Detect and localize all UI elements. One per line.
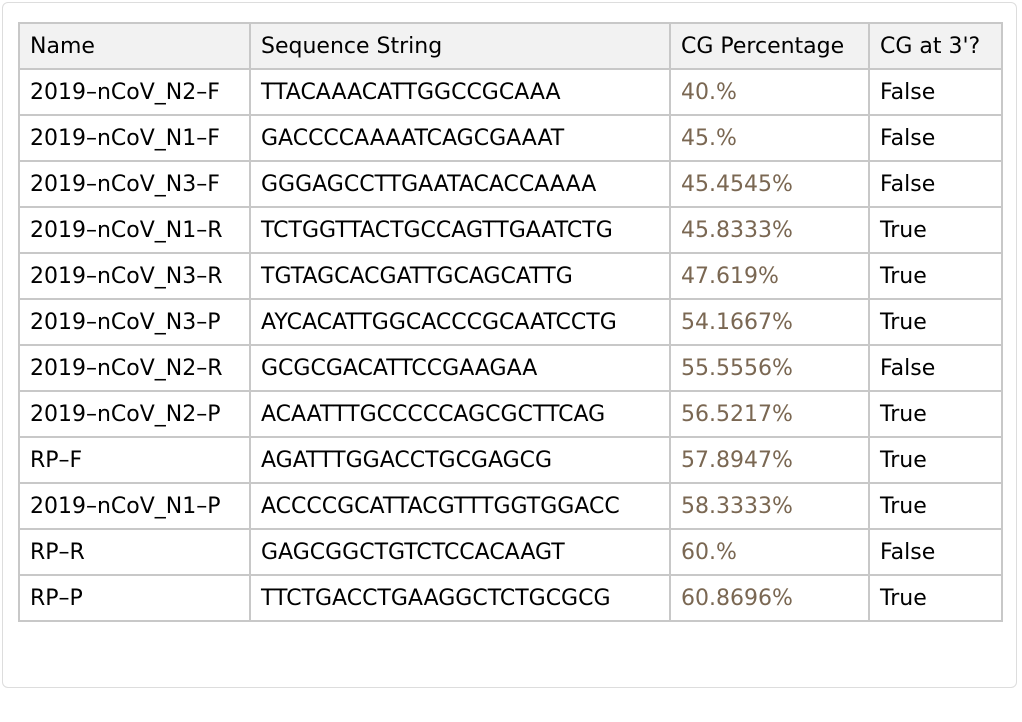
table-cell: GGGAGCCTTGAATACACCAAAA xyxy=(249,160,671,208)
table-cell: 54.1667% xyxy=(669,298,870,346)
table-cell: TTCTGACCTGAAGGCTCTGCGCG xyxy=(249,574,671,622)
table-cell: False xyxy=(868,114,1003,162)
table-cell: 45.% xyxy=(669,114,870,162)
table-cell: False xyxy=(868,528,1003,576)
table-cell: 2019–nCoV_N1–P xyxy=(18,482,251,530)
header-row: Name Sequence String CG Percentage CG at 3'… xyxy=(18,22,1003,70)
table-row: 2019–nCoV_N2–P ACAATTTGCCCCCAGCGCTTCAG 56.… xyxy=(18,390,1003,438)
table-cell: TTACAAACATTGGCCGCAAA xyxy=(249,68,671,116)
table-row: 2019–nCoV_N1–F GACCCCAAAATCAGCGAAAT 45.% Fa… xyxy=(18,114,1003,162)
header-cell: Sequence String xyxy=(249,22,671,70)
table-cell: TGTAGCACGATTGCAGCATTG xyxy=(249,252,671,300)
table-cell: True xyxy=(868,574,1003,622)
table-cell: 2019–nCoV_N2–R xyxy=(18,344,251,392)
table-cell: 2019–nCoV_N3–F xyxy=(18,160,251,208)
table-cell: 45.8333% xyxy=(669,206,870,254)
table-cell: 45.4545% xyxy=(669,160,870,208)
table-cell: True xyxy=(868,252,1003,300)
table-row: 2019–nCoV_N3–R TGTAGCACGATTGCAGCATTG 47.61… xyxy=(18,252,1003,300)
table-cell: 2019–nCoV_N1–R xyxy=(18,206,251,254)
table-cell: True xyxy=(868,206,1003,254)
table-body: 2019–nCoV_N2–F TTACAAACATTGGCCGCAAA 40.% Fa… xyxy=(18,68,1003,622)
table-row: RP–F AGATTTGGACCTGCGAGCG 57.8947% True xyxy=(18,436,1003,484)
table-cell: AYCACATTGGCACCCGCAATCCTG xyxy=(249,298,671,346)
table-cell: 60.8696% xyxy=(669,574,870,622)
table-row: 2019–nCoV_N3–P AYCACATTGGCACCCGCAATCCTG 54… xyxy=(18,298,1003,346)
table-cell: 40.% xyxy=(669,68,870,116)
table-cell: GCGCGACATTCCGAAGAA xyxy=(249,344,671,392)
table-cell: 2019–nCoV_N1–F xyxy=(18,114,251,162)
table-cell: 56.5217% xyxy=(669,390,870,438)
table-cell: 2019–nCoV_N2–F xyxy=(18,68,251,116)
frame xyxy=(2,2,1017,688)
table-cell: 2019–nCoV_N2–P xyxy=(18,390,251,438)
table-row: 2019–nCoV_N1–R TCTGGTTACTGCCAGTTGAATCTG 45… xyxy=(18,206,1003,254)
table-cell: False xyxy=(868,160,1003,208)
table: Name Sequence String CG Percentage CG at 3'… xyxy=(18,22,1003,622)
table-cell: 58.3333% xyxy=(669,482,870,530)
table-cell: 47.619% xyxy=(669,252,870,300)
table-cell: GAGCGGCTGTCTCCACAAGT xyxy=(249,528,671,576)
table-cell: 57.8947% xyxy=(669,436,870,484)
table-row: 2019–nCoV_N1–P ACCCCGCATTACGTTTGGTGGACC 58… xyxy=(18,482,1003,530)
table-cell: 55.5556% xyxy=(669,344,870,392)
table-cell: 60.% xyxy=(669,528,870,576)
table-cell: RP–P xyxy=(18,574,251,622)
table-cell: True xyxy=(868,436,1003,484)
table-cell: False xyxy=(868,68,1003,116)
table-cell: RP–F xyxy=(18,436,251,484)
header-cell: CG Percentage xyxy=(669,22,870,70)
table-row: RP–P TTCTGACCTGAAGGCTCTGCGCG 60.8696% True xyxy=(18,574,1003,622)
table-row: 2019–nCoV_N2–R GCGCGACATTCCGAAGAA 55.5556%… xyxy=(18,344,1003,392)
table-cell: GACCCCAAAATCAGCGAAAT xyxy=(249,114,671,162)
table-cell: True xyxy=(868,390,1003,438)
table-row: RP–R GAGCGGCTGTCTCCACAAGT 60.% False xyxy=(18,528,1003,576)
table-cell: RP–R xyxy=(18,528,251,576)
table-cell: TCTGGTTACTGCCAGTTGAATCTG xyxy=(249,206,671,254)
header-cell: CG at 3'? xyxy=(868,22,1003,70)
table-cell: 2019–nCoV_N3–R xyxy=(18,252,251,300)
table-row: 2019–nCoV_N3–F GGGAGCCTTGAATACACCAAAA 45.4… xyxy=(18,160,1003,208)
table-cell: AGATTTGGACCTGCGAGCG xyxy=(249,436,671,484)
table-cell: ACAATTTGCCCCCAGCGCTTCAG xyxy=(249,390,671,438)
table-cell: False xyxy=(868,344,1003,392)
table-cell: ACCCCGCATTACGTTTGGTGGACC xyxy=(249,482,671,530)
table-row: 2019–nCoV_N2–F TTACAAACATTGGCCGCAAA 40.% Fa… xyxy=(18,68,1003,116)
table-cell: 2019–nCoV_N3–P xyxy=(18,298,251,346)
table-cell: True xyxy=(868,298,1003,346)
table-cell: True xyxy=(868,482,1003,530)
header-cell: Name xyxy=(18,22,251,70)
